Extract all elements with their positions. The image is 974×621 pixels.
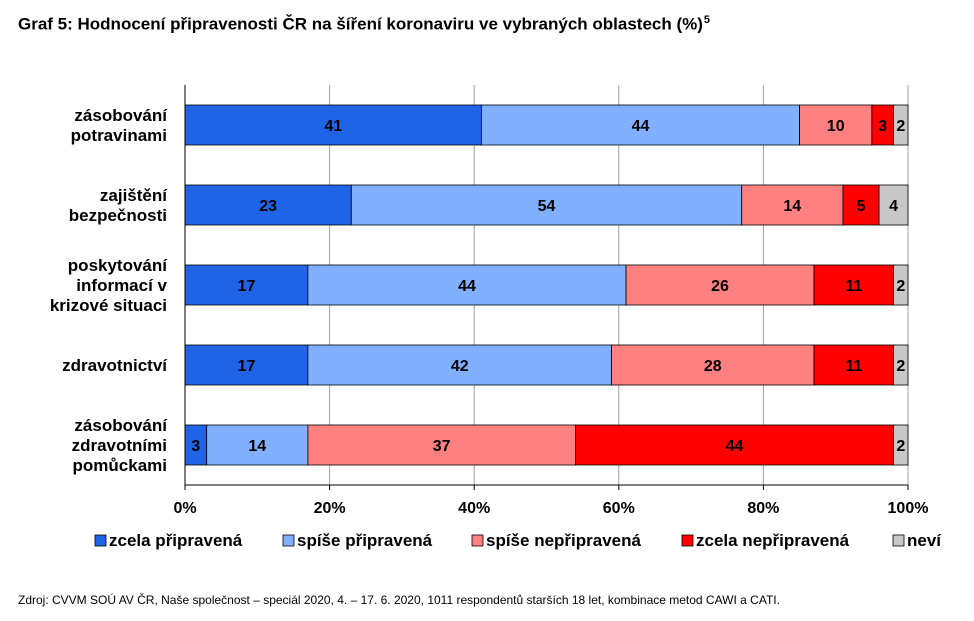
bar-segment: [893, 104, 909, 146]
x-tick-label: 40%: [458, 500, 490, 517]
bar-segment: [893, 264, 909, 306]
data-label: 2: [896, 358, 905, 375]
category-label-line: poskytování: [68, 256, 168, 275]
legend-swatch: [471, 534, 484, 547]
category-label: poskytování informací v krizové situaci: [50, 256, 168, 315]
x-tick-label: 0%: [173, 500, 196, 517]
data-label: 14: [248, 438, 266, 455]
data-label: 44: [458, 278, 476, 295]
legend-label: zcela připravená: [109, 531, 243, 550]
data-label: 2: [896, 278, 905, 295]
category-label: zásobování potravinami: [71, 106, 169, 145]
bar-segment: [878, 184, 909, 226]
category-label-line: zdravotními: [72, 436, 167, 455]
data-label: 2: [896, 438, 905, 455]
data-label: 23: [259, 198, 277, 215]
legend-swatch: [892, 534, 905, 547]
category-label: zajištění bezpečnosti: [69, 186, 169, 225]
bar-segment: [611, 344, 815, 386]
category-label-line: krizové situaci: [50, 296, 167, 315]
source-note: Zdroj: CVVM SOÚ AV ČR, Naše společnost –…: [18, 593, 780, 607]
category-label-line: bezpečnosti: [69, 206, 167, 225]
data-label: 11: [845, 358, 862, 375]
chart-title-text: Graf 5: Hodnocení připravenosti ČR na ší…: [18, 14, 703, 34]
bar-segment: [184, 184, 352, 226]
data-label: 3: [878, 118, 887, 135]
x-tick-label: 20%: [314, 500, 346, 517]
data-label: 2: [896, 118, 905, 135]
legend-label: spíše připravená: [297, 531, 433, 550]
legend-label: spíše nepřipravená: [486, 531, 642, 550]
data-label: 4: [889, 198, 898, 215]
data-label: 44: [726, 438, 744, 455]
category-label-line: informací v: [76, 276, 167, 295]
x-tick-label: 80%: [747, 500, 779, 517]
data-label: 37: [433, 438, 451, 455]
bar-segment: [184, 264, 309, 306]
data-label: 17: [238, 358, 256, 375]
data-label: 42: [451, 358, 469, 375]
bar-segment: [893, 424, 909, 466]
bar-segment: [842, 184, 880, 226]
category-label-line: zásobování: [74, 106, 168, 125]
bar-segment: [741, 184, 844, 226]
bar-segment: [307, 264, 627, 306]
data-label: 41: [324, 118, 342, 135]
bar-segment: [184, 104, 482, 146]
x-tick-label: 60%: [603, 500, 635, 517]
bar-segment: [813, 344, 894, 386]
chart-title: Graf 5: Hodnocení připravenosti ČR na ší…: [18, 14, 710, 35]
category-label-line: zdravotnictví: [62, 356, 168, 375]
bar-segment: [307, 424, 576, 466]
data-label: 5: [857, 198, 866, 215]
data-label: 14: [783, 198, 801, 215]
x-tick-label: 100%: [888, 500, 929, 517]
title-footnote-mark: 5: [703, 14, 711, 26]
bar-segment: [307, 344, 612, 386]
bar-segment: [206, 424, 309, 466]
legend-swatch: [681, 534, 694, 547]
data-label: 28: [704, 358, 722, 375]
data-label: 17: [238, 278, 256, 295]
bar-segment: [799, 104, 873, 146]
legend-label: zcela nepřipravená: [696, 531, 850, 550]
legend-swatch: [94, 534, 107, 547]
data-label: 10: [827, 118, 845, 135]
category-label: zásobování zdravotními pomůckami: [72, 416, 169, 475]
category-label-line: zajištění: [100, 186, 168, 205]
category-label-line: potravinami: [71, 126, 167, 145]
data-label: 44: [632, 118, 650, 135]
legend-swatch: [282, 534, 295, 547]
category-label-line: zásobování: [74, 416, 168, 435]
legend-label: neví: [907, 531, 942, 550]
data-label: 54: [538, 198, 556, 215]
bar-segment: [481, 104, 800, 146]
data-label: 26: [711, 278, 729, 295]
bar-segment: [184, 344, 309, 386]
bar-segment: [893, 344, 909, 386]
bar-segment: [350, 184, 743, 226]
data-label: 3: [191, 438, 200, 455]
data-label: 11: [845, 278, 862, 295]
bar-segment: [625, 264, 815, 306]
category-label: zdravotnictví: [62, 356, 168, 375]
category-label-line: pomůckami: [73, 456, 167, 475]
